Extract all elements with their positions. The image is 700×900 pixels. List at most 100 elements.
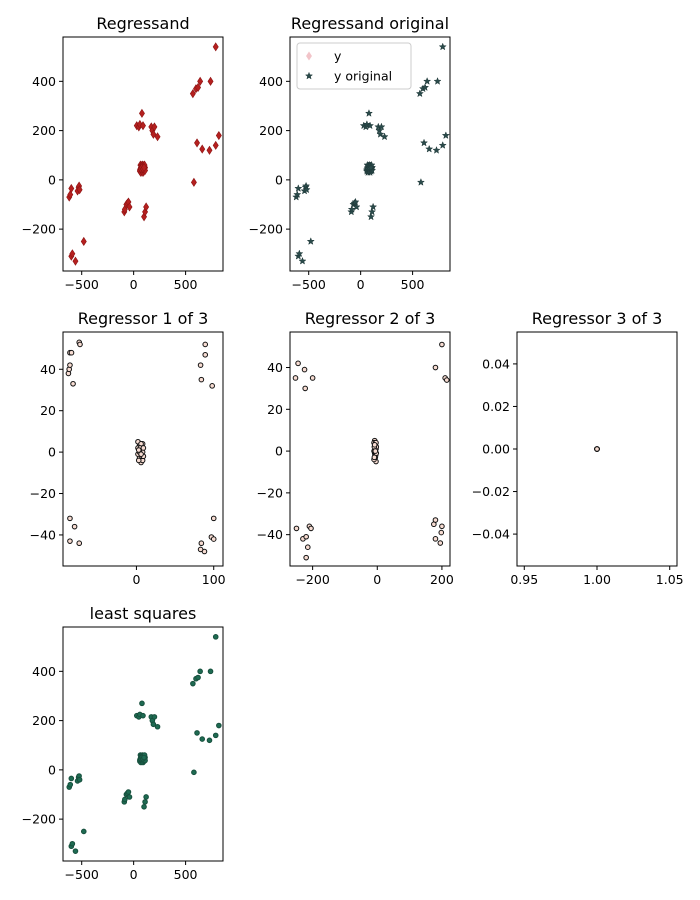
data-point xyxy=(154,132,161,142)
x-tick-label: 500 xyxy=(174,277,198,292)
x-tick-label: 1.00 xyxy=(583,572,611,587)
axes-frame xyxy=(289,36,451,272)
y-tick-label: 40 xyxy=(40,362,56,377)
y-tick-label: 400 xyxy=(32,664,56,679)
data-point xyxy=(197,76,204,86)
subplot-regressor-1: Regressor 1 of 3 0 100 −40 −20 0 20 40 xyxy=(30,309,226,587)
data-point xyxy=(377,122,386,131)
data-point xyxy=(292,375,299,381)
data-point xyxy=(432,364,439,371)
data-point xyxy=(375,126,384,135)
data-point xyxy=(365,121,375,130)
data-point xyxy=(197,546,204,553)
data-point xyxy=(202,351,209,358)
data-point xyxy=(369,202,378,211)
data-point xyxy=(139,700,145,707)
y-tick-label: −40 xyxy=(30,527,56,542)
data-point xyxy=(71,523,78,530)
y-tick-label: −200 xyxy=(249,222,283,237)
y-tick-label: −200 xyxy=(22,222,56,237)
data-point xyxy=(366,212,376,221)
legend-label: y original xyxy=(334,69,392,84)
data-point xyxy=(309,375,316,381)
data-point xyxy=(367,207,377,216)
data-point xyxy=(142,799,148,805)
data-point xyxy=(67,362,73,368)
data-point xyxy=(195,82,202,93)
y-tick-label: 0 xyxy=(48,762,56,777)
data-point xyxy=(194,730,200,736)
y-tick-label: 20 xyxy=(267,402,283,417)
data-point xyxy=(425,144,434,153)
data-point xyxy=(416,178,426,186)
data-point xyxy=(80,828,87,835)
data-point xyxy=(293,190,302,199)
y-tick-label: −0.04 xyxy=(472,527,510,542)
data-point xyxy=(295,249,304,258)
data-point xyxy=(150,721,157,728)
axes-frame xyxy=(62,36,224,272)
data-point xyxy=(212,42,219,52)
x-tick-label: 200 xyxy=(430,572,454,587)
data-point xyxy=(199,144,206,154)
data-point xyxy=(143,202,150,212)
y-tick-label: 0.02 xyxy=(482,399,510,414)
data-point xyxy=(347,205,356,213)
data-point xyxy=(210,536,217,542)
data-point xyxy=(72,848,79,854)
x-tick-label: 0 xyxy=(132,572,140,587)
y-tick-label: 0 xyxy=(275,172,283,187)
data-point xyxy=(380,132,389,141)
subplot-title: Regressand xyxy=(96,14,189,33)
data-point xyxy=(135,457,142,464)
data-point xyxy=(301,366,308,373)
data-point xyxy=(141,804,147,810)
y-tick-label: 400 xyxy=(259,74,283,89)
data-points xyxy=(66,42,222,266)
x-tick-label: 500 xyxy=(174,867,198,882)
data-point xyxy=(72,256,79,266)
y-tick-label: 0 xyxy=(48,445,56,460)
subplot-title: Regressor 3 of 3 xyxy=(532,309,663,328)
data-point xyxy=(143,794,149,800)
data-point xyxy=(216,722,222,729)
subplot-title: Regressor 1 of 3 xyxy=(78,309,209,328)
data-point xyxy=(372,448,379,454)
data-point xyxy=(70,380,76,387)
data-point xyxy=(141,162,147,173)
subplot-regressand: Regressand −500 0 500 −200 0 200 400 xyxy=(22,14,224,292)
data-point xyxy=(302,385,308,392)
data-point xyxy=(191,769,197,776)
data-points xyxy=(66,634,222,854)
data-point xyxy=(298,256,307,265)
data-point xyxy=(198,376,205,383)
data-point xyxy=(212,634,219,640)
y-tick-label: −40 xyxy=(257,527,283,542)
data-point xyxy=(206,737,213,744)
data-point xyxy=(210,515,217,522)
subplot-regressand-original: Regressand original −500 0 500 −200 0 200 400 yy… xyxy=(249,14,451,292)
data-point xyxy=(198,540,205,547)
data-point xyxy=(135,447,142,453)
subplot-regressor-3: Regressor 3 of 3 0.95 1.00 1.05 −0.04 −0.02 0.… xyxy=(472,309,684,587)
axes-frame xyxy=(62,626,224,862)
data-point xyxy=(142,207,149,217)
data-point xyxy=(151,714,158,720)
data-point xyxy=(209,383,215,389)
x-tick-label: −500 xyxy=(65,277,99,292)
data-point xyxy=(68,183,75,194)
data-point xyxy=(419,138,429,147)
y-tick-label: 20 xyxy=(40,403,56,418)
x-tick-label: −200 xyxy=(295,572,329,587)
data-point xyxy=(207,76,214,86)
y-tick-label: 200 xyxy=(259,123,283,138)
data-point xyxy=(438,141,447,149)
legend-marker-y-original xyxy=(304,71,314,80)
data-point xyxy=(67,515,73,522)
y-tick-label: −20 xyxy=(30,486,56,501)
data-point xyxy=(126,202,133,212)
x-tick-label: −500 xyxy=(65,867,99,882)
data-point xyxy=(212,732,219,739)
